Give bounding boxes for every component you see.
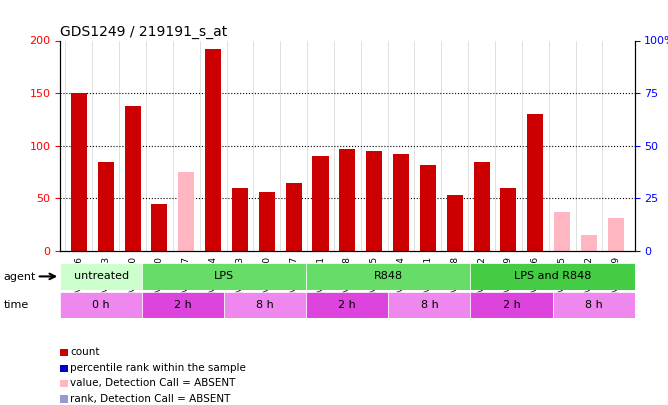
FancyBboxPatch shape <box>307 292 388 318</box>
Text: untreated: untreated <box>73 271 129 281</box>
Text: percentile rank within the sample: percentile rank within the sample <box>70 363 246 373</box>
Text: GDS1249 / 219191_s_at: GDS1249 / 219191_s_at <box>60 26 227 39</box>
Text: R848: R848 <box>374 271 403 281</box>
Text: 8 h: 8 h <box>584 300 603 310</box>
Bar <box>205 49 221 251</box>
Text: rank, Detection Call = ABSENT: rank, Detection Call = ABSENT <box>70 394 230 403</box>
FancyBboxPatch shape <box>470 263 635 290</box>
FancyBboxPatch shape <box>142 263 307 290</box>
Bar <box>232 188 248 251</box>
Bar <box>286 183 302 251</box>
Text: agent: agent <box>3 272 35 281</box>
Text: 8 h: 8 h <box>421 300 438 310</box>
FancyBboxPatch shape <box>142 292 224 318</box>
Text: value, Detection Call = ABSENT: value, Detection Call = ABSENT <box>70 378 236 388</box>
Text: time: time <box>3 300 29 309</box>
Text: LPS and R848: LPS and R848 <box>514 271 591 281</box>
Text: count: count <box>70 347 100 357</box>
Bar <box>393 154 409 251</box>
FancyBboxPatch shape <box>552 292 635 318</box>
Bar <box>259 192 275 251</box>
Text: 2 h: 2 h <box>339 300 356 310</box>
Bar <box>474 162 490 251</box>
FancyBboxPatch shape <box>60 263 142 290</box>
Bar <box>581 235 597 251</box>
FancyBboxPatch shape <box>60 292 142 318</box>
FancyBboxPatch shape <box>470 292 552 318</box>
Text: LPS: LPS <box>214 271 234 281</box>
Bar <box>313 156 329 251</box>
Bar <box>527 114 543 251</box>
Bar <box>500 188 516 251</box>
FancyBboxPatch shape <box>388 292 470 318</box>
Bar <box>608 218 624 251</box>
Text: 0 h: 0 h <box>92 300 110 310</box>
Bar <box>339 149 355 251</box>
Bar <box>71 93 87 251</box>
Bar <box>124 106 141 251</box>
Text: 2 h: 2 h <box>174 300 192 310</box>
Text: 2 h: 2 h <box>502 300 520 310</box>
Bar <box>178 172 194 251</box>
FancyBboxPatch shape <box>307 263 470 290</box>
FancyBboxPatch shape <box>224 292 307 318</box>
Text: 8 h: 8 h <box>257 300 274 310</box>
Bar <box>98 162 114 251</box>
Bar <box>447 195 463 251</box>
Bar <box>420 165 436 251</box>
Bar <box>152 204 168 251</box>
Bar <box>554 212 570 251</box>
Bar <box>366 151 382 251</box>
